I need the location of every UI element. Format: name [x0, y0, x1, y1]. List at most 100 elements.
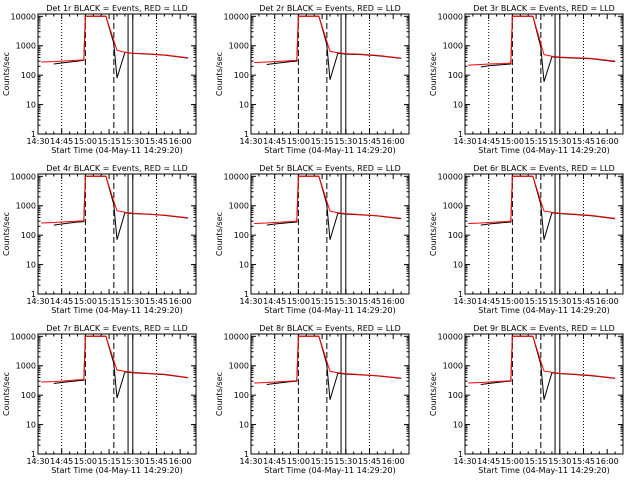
x-tick-label: 15:45	[572, 457, 595, 466]
x-tick-label: 14:45	[477, 297, 500, 306]
y-tick-label: 10000	[224, 172, 249, 181]
y-tick-label: 10	[453, 261, 463, 270]
x-tick-label: 15:30	[121, 137, 144, 146]
x-tick-label: 15:00	[501, 457, 524, 466]
x-tick-label: 15:15	[98, 297, 121, 306]
y-tick-label: 1000	[443, 202, 463, 211]
x-tick-label: 16:00	[169, 137, 192, 146]
detector-panel-4: Det 4r BLACK = Events, RED = LLD 1 10 100 10…	[2, 164, 197, 315]
y-axis-label: Counts/sec	[429, 52, 438, 96]
y-tick-label: 1000	[16, 42, 36, 51]
x-axis-label: Start Time (04-May-11 14:29:20)	[51, 466, 182, 475]
x-tick-label: 15:15	[311, 457, 334, 466]
x-tick-label: 15:15	[311, 137, 334, 146]
x-tick-label: 15:45	[145, 297, 168, 306]
y-tick-label: 10000	[224, 332, 249, 341]
x-tick-label: 14:30	[239, 297, 262, 306]
series-line-lld	[41, 175, 189, 224]
x-tick-label: 14:45	[263, 457, 286, 466]
y-tick-label: 10	[453, 421, 463, 430]
series-line-lld	[41, 15, 189, 63]
x-tick-label: 14:45	[477, 137, 500, 146]
x-tick-label: 15:00	[287, 137, 310, 146]
chart-title: Det 2r BLACK = Events, RED = LLD	[259, 4, 401, 13]
x-tick-label: 15:00	[74, 137, 97, 146]
x-tick-label: 14:30	[239, 457, 262, 466]
x-tick-label: 15:30	[121, 457, 144, 466]
x-tick-label: 15:00	[287, 297, 310, 306]
x-tick-label: 15:15	[311, 297, 334, 306]
x-tick-label: 16:00	[382, 297, 405, 306]
detector-panel-7: Det 7r BLACK = Events, RED = LLD 1 10 100 10…	[2, 324, 197, 475]
y-tick-label: 100	[448, 71, 463, 80]
series-line-events	[266, 335, 402, 400]
x-tick-label: 15:30	[334, 457, 357, 466]
y-tick-label: 1000	[443, 42, 463, 51]
series-line-events	[266, 175, 402, 240]
detector-panel-3: Det 3r BLACK = Events, RED = LLD 1 10 100 10…	[429, 4, 624, 155]
series-line-events	[266, 15, 402, 80]
series-line-lld	[468, 335, 616, 384]
y-tick-label: 1	[31, 290, 36, 299]
detector-panel-8: Det 8r BLACK = Events, RED = LLD 1 10 100 10…	[215, 324, 410, 475]
y-tick-label: 1	[244, 450, 249, 459]
series-line-lld	[254, 15, 402, 63]
x-tick-label: 15:00	[74, 297, 97, 306]
y-tick-label: 10000	[438, 12, 463, 21]
series-line-events	[53, 175, 189, 240]
y-tick-label: 10	[26, 261, 36, 270]
y-tick-label: 1000	[229, 202, 249, 211]
x-axis-label: Start Time (04-May-11 14:29:20)	[478, 466, 609, 475]
y-tick-label: 1	[458, 130, 463, 139]
x-axis-label: Start Time (04-May-11 14:29:20)	[264, 306, 395, 315]
x-tick-label: 15:00	[74, 457, 97, 466]
x-tick-label: 14:45	[477, 457, 500, 466]
y-tick-label: 10000	[11, 332, 36, 341]
y-tick-label: 1000	[443, 362, 463, 371]
x-tick-label: 14:45	[50, 297, 73, 306]
x-tick-label: 15:45	[358, 297, 381, 306]
y-tick-label: 1000	[229, 362, 249, 371]
x-tick-label: 16:00	[596, 457, 619, 466]
y-tick-label: 10	[26, 101, 36, 110]
detector-panel-5: Det 5r BLACK = Events, RED = LLD 1 10 100 10…	[215, 164, 410, 315]
y-tick-label: 1	[244, 290, 249, 299]
x-tick-label: 15:45	[358, 137, 381, 146]
y-axis-label: Counts/sec	[2, 372, 11, 416]
x-tick-label: 16:00	[382, 457, 405, 466]
y-tick-label: 10000	[224, 12, 249, 21]
y-tick-label: 1	[458, 290, 463, 299]
x-tick-label: 15:45	[145, 137, 168, 146]
x-tick-label: 14:30	[239, 137, 262, 146]
y-tick-label: 100	[234, 71, 249, 80]
chart-title: Det 6r BLACK = Events, RED = LLD	[473, 164, 615, 173]
x-tick-label: 15:15	[98, 137, 121, 146]
x-tick-label: 15:15	[98, 457, 121, 466]
x-tick-label: 15:30	[334, 137, 357, 146]
detector-panel-6: Det 6r BLACK = Events, RED = LLD 1 10 100 10…	[429, 164, 624, 315]
x-tick-label: 14:45	[263, 137, 286, 146]
y-tick-label: 1000	[229, 42, 249, 51]
x-tick-label: 16:00	[596, 137, 619, 146]
y-tick-label: 1	[458, 450, 463, 459]
series-line-events	[480, 15, 616, 82]
x-tick-label: 15:00	[287, 457, 310, 466]
series-line-lld	[254, 175, 402, 224]
x-tick-label: 16:00	[596, 297, 619, 306]
x-tick-label: 14:30	[26, 297, 49, 306]
x-tick-label: 14:30	[453, 297, 476, 306]
y-tick-label: 100	[21, 391, 36, 400]
y-tick-label: 10	[239, 261, 249, 270]
x-tick-label: 15:45	[145, 457, 168, 466]
x-tick-label: 14:45	[50, 137, 73, 146]
x-tick-label: 15:15	[525, 457, 548, 466]
series-line-events	[53, 15, 189, 79]
y-tick-label: 1000	[16, 362, 36, 371]
y-tick-label: 100	[21, 231, 36, 240]
y-tick-label: 1	[31, 130, 36, 139]
chart-title: Det 8r BLACK = Events, RED = LLD	[259, 324, 401, 333]
chart-title: Det 5r BLACK = Events, RED = LLD	[259, 164, 401, 173]
series-line-lld	[41, 335, 189, 383]
x-tick-label: 14:45	[263, 297, 286, 306]
